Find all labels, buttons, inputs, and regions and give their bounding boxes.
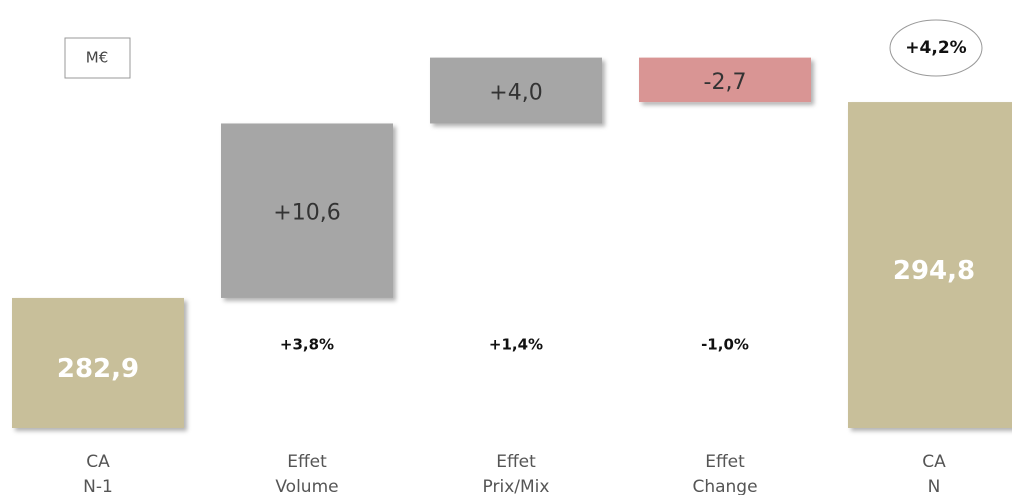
bar bbox=[848, 102, 1012, 429]
unit-label: M€ bbox=[86, 49, 109, 67]
x-tick-label: CA bbox=[922, 452, 946, 472]
x-tick-label: Change bbox=[692, 477, 757, 495]
bar bbox=[12, 297, 184, 428]
total-change-oval bbox=[889, 19, 983, 77]
x-tick-label: Prix/Mix bbox=[483, 477, 550, 495]
total-change-label: +4,2% bbox=[905, 38, 966, 58]
value-label: -2,7 bbox=[704, 70, 747, 95]
value-label: +4,0 bbox=[489, 81, 542, 106]
value-label: 282,9 bbox=[57, 354, 139, 384]
value-label: 294,8 bbox=[893, 256, 975, 286]
bar bbox=[221, 123, 393, 298]
x-tick-label: N bbox=[928, 477, 941, 495]
x-tick-label: Effet bbox=[705, 452, 745, 472]
x-tick-label: N-1 bbox=[83, 477, 113, 495]
x-tick-label: Volume bbox=[275, 477, 338, 495]
percent-label: +1,4% bbox=[489, 336, 543, 354]
bar bbox=[639, 57, 811, 103]
unit-box bbox=[64, 37, 131, 79]
value-label: +10,6 bbox=[273, 201, 340, 226]
x-tick-label: CA bbox=[86, 452, 110, 472]
x-tick-label: Effet bbox=[287, 452, 327, 472]
percent-label: -1,0% bbox=[701, 336, 749, 354]
bar bbox=[430, 57, 602, 124]
percent-label: +3,8% bbox=[280, 336, 334, 354]
x-tick-label: Effet bbox=[496, 452, 536, 472]
